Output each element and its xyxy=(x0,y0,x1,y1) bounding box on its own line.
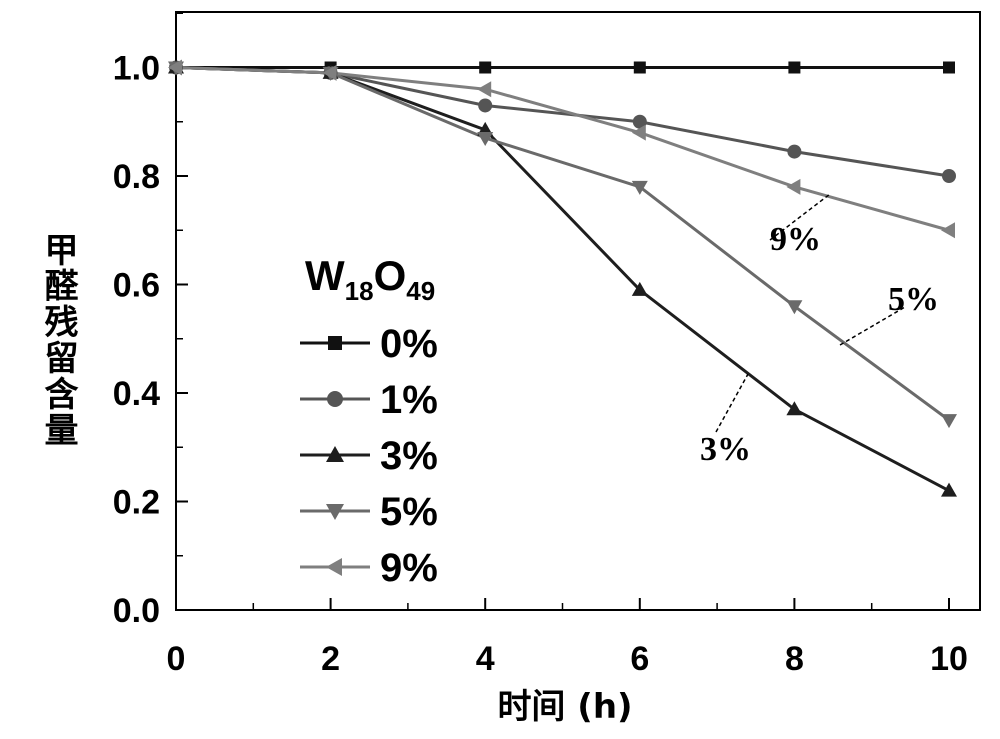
y-tick-label: 0.4 xyxy=(113,375,160,413)
series-point xyxy=(477,81,492,98)
legend-label: 9% xyxy=(380,546,438,590)
legend-title: W18O49 xyxy=(305,252,435,306)
series-line xyxy=(175,66,950,492)
y-tick-label: 0.2 xyxy=(113,484,160,522)
series-point xyxy=(168,59,182,76)
series-point xyxy=(326,446,344,462)
series-line xyxy=(175,66,950,178)
annotation-leader xyxy=(839,306,906,346)
legend-label: 5% xyxy=(380,490,438,534)
y-tick-label: 0.8 xyxy=(113,158,160,196)
series-point xyxy=(943,61,955,74)
legend-title-part: W xyxy=(305,252,345,299)
plot-frame xyxy=(175,11,981,611)
annotation-label: 3% xyxy=(700,431,751,468)
series-line xyxy=(175,66,950,232)
x-tick-label: 4 xyxy=(476,640,495,678)
series-point xyxy=(941,482,957,497)
series-point xyxy=(941,222,955,239)
legend-title-subscript: 49 xyxy=(406,276,435,306)
annotation-label: 9% xyxy=(770,221,821,258)
y-axis-title: 甲醛残留含量 xyxy=(38,232,78,448)
legend-title-part: O xyxy=(374,252,407,299)
legend-title-subscript: 18 xyxy=(345,276,374,306)
series-point xyxy=(326,504,344,520)
x-tick-label: 10 xyxy=(930,640,968,678)
series-point xyxy=(631,124,646,141)
series-point xyxy=(786,178,801,195)
series-point xyxy=(478,98,493,113)
series-point xyxy=(786,401,803,416)
legend-label: 3% xyxy=(380,434,438,478)
x-tick-label: 8 xyxy=(785,640,804,678)
y-tick-label: 0.6 xyxy=(113,267,160,305)
series-point xyxy=(477,132,494,147)
annotation-leader xyxy=(715,373,749,433)
series-line xyxy=(175,66,950,422)
x-tick-label: 6 xyxy=(630,640,649,678)
x-tick-label: 0 xyxy=(167,640,186,678)
series-point xyxy=(479,61,492,74)
series-point xyxy=(788,61,801,74)
series-point xyxy=(328,336,342,350)
x-axis-title: 时间 (h) xyxy=(497,687,632,727)
y-tick-label: 1.0 xyxy=(113,50,160,88)
annotation-leader xyxy=(769,193,831,241)
series-point xyxy=(322,64,337,81)
x-tick-label: 2 xyxy=(321,640,340,678)
plot-area: 0 2 4 6 8 10 0.0 0.2 0.4 0.6 0.8 1.0 W18O49 0% 1% 3% 5% 9… xyxy=(113,11,981,678)
series-point xyxy=(632,114,647,129)
series-point xyxy=(633,61,646,74)
series-point xyxy=(942,169,956,183)
y-tick-label: 0.0 xyxy=(113,592,160,630)
series-point xyxy=(326,558,342,576)
series-point xyxy=(631,180,648,195)
series-point xyxy=(786,300,803,315)
legend-label: 0% xyxy=(380,322,438,366)
series-point xyxy=(787,144,802,159)
legend-label: 1% xyxy=(380,378,438,422)
series-point xyxy=(327,391,343,407)
series-point xyxy=(631,281,648,296)
annotation-label: 5% xyxy=(888,281,939,318)
series-point xyxy=(941,414,957,429)
